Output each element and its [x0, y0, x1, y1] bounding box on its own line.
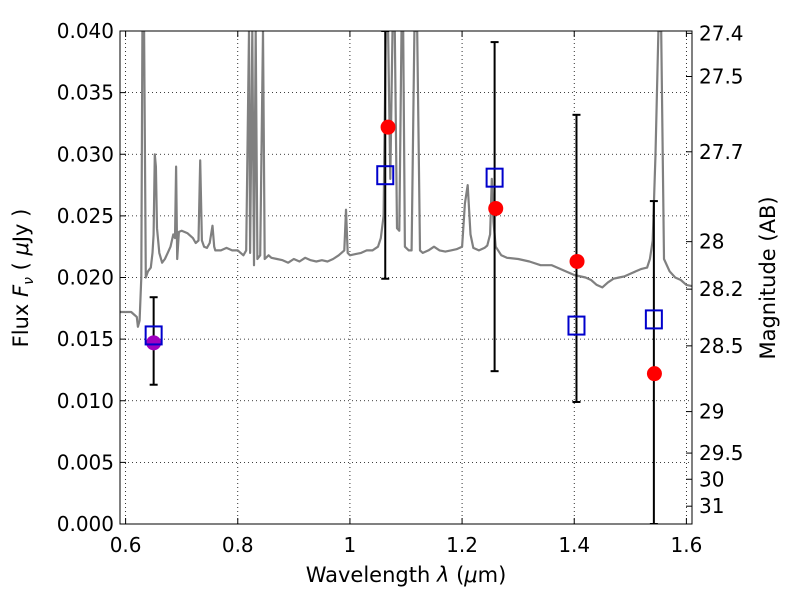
y2-tick-label: 30 [699, 467, 724, 491]
x-tick-label: 0.6 [110, 533, 142, 557]
y-tick-label: 0.010 [57, 389, 114, 413]
y-tick-label: 0.035 [57, 81, 114, 105]
y2-tick-label: 27.7 [699, 140, 744, 164]
y-tick-label: 0.020 [57, 266, 114, 290]
y2-tick-label: 27.5 [699, 65, 744, 89]
x-tick-label: 1.4 [558, 533, 590, 557]
model-point [569, 253, 585, 269]
model-point [380, 119, 396, 135]
spectrum-layer [120, 31, 692, 328]
observed-point [485, 167, 504, 188]
observed-point [376, 165, 395, 186]
model-point [146, 335, 162, 351]
marker-layer [144, 119, 663, 382]
y-tick-label: 0.005 [57, 450, 114, 474]
observed-point [644, 309, 663, 330]
y2-axis-label: Magnitude (AB) [756, 196, 780, 359]
model-point [646, 366, 662, 382]
y2-tick-label: 28.5 [699, 334, 744, 358]
y2-tick-label: 31 [699, 494, 724, 518]
y-tick-label: 0.040 [57, 19, 114, 43]
grid [120, 30, 692, 525]
x-tick-label: 1.6 [670, 533, 702, 557]
y2-tick-label: 29 [699, 400, 724, 424]
model-spectrum-line [120, 31, 692, 328]
plot-frame [119, 30, 693, 525]
y2-tick-label: 28.2 [699, 277, 744, 301]
y-tick-label: 0.030 [57, 142, 114, 166]
x-axis-label: Wavelength λ (μm) [306, 563, 507, 587]
y-tick-label: 0.025 [57, 204, 114, 228]
model-point [488, 200, 504, 216]
y-axis-label: Flux Fν ( μJy ) [9, 209, 37, 348]
x-tick-label: 1.2 [446, 533, 478, 557]
ticks: 0.6 0.8 1 1.2 1.4 1.6 0.000 0.005 0.010 0.015 0.02… [57, 19, 744, 557]
observed-point [567, 315, 586, 336]
y-tick-label: 0.000 [57, 512, 114, 536]
x-tick-label: 1 [344, 533, 357, 557]
y2-tick-label: 28 [699, 230, 724, 254]
x-tick-label: 0.8 [222, 533, 254, 557]
observed-point [144, 325, 163, 346]
y-tick-label: 0.015 [57, 327, 114, 351]
y2-tick-label: 29.5 [699, 441, 744, 465]
y2-tick-label: 27.4 [699, 21, 744, 45]
